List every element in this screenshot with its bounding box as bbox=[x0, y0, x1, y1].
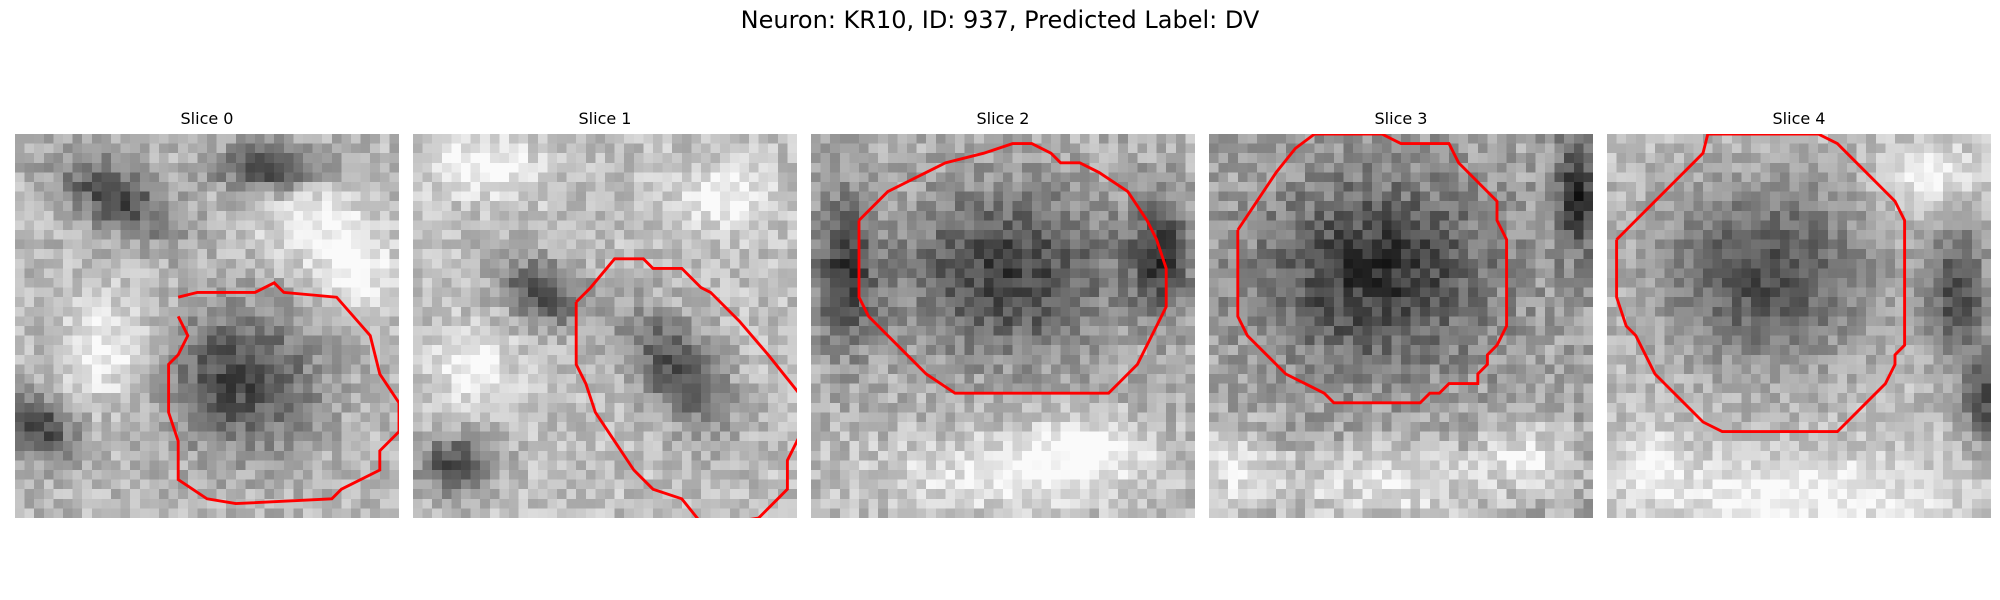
slice-panel-4: Slice 4 bbox=[1607, 108, 1991, 518]
slice-image-4 bbox=[1607, 134, 1991, 518]
slice-title-0: Slice 0 bbox=[180, 109, 234, 128]
slice-image-0 bbox=[15, 134, 399, 518]
segmentation-contour bbox=[167, 281, 399, 506]
slice-panel-1: Slice 1 bbox=[413, 108, 797, 518]
slice-image-3 bbox=[1209, 134, 1593, 518]
slice-title-1: Slice 1 bbox=[578, 109, 632, 128]
segmentation-contour bbox=[574, 257, 797, 518]
figure-title: Neuron: KR10, ID: 937, Predicted Label: … bbox=[740, 6, 1260, 34]
slice-panel-3: Slice 3 bbox=[1209, 108, 1593, 518]
slice-image-2 bbox=[811, 134, 1195, 518]
segmentation-contour bbox=[1615, 134, 1907, 434]
slice-title-3: Slice 3 bbox=[1374, 109, 1428, 128]
slice-panel-2: Slice 2 bbox=[811, 108, 1195, 518]
slice-panel-0: Slice 0 bbox=[15, 108, 399, 518]
slice-image-1 bbox=[413, 134, 797, 518]
slice-title-2: Slice 2 bbox=[976, 109, 1030, 128]
slice-title-4: Slice 4 bbox=[1772, 109, 1826, 128]
segmentation-contour bbox=[857, 142, 1168, 395]
segmentation-contour bbox=[1236, 134, 1509, 405]
